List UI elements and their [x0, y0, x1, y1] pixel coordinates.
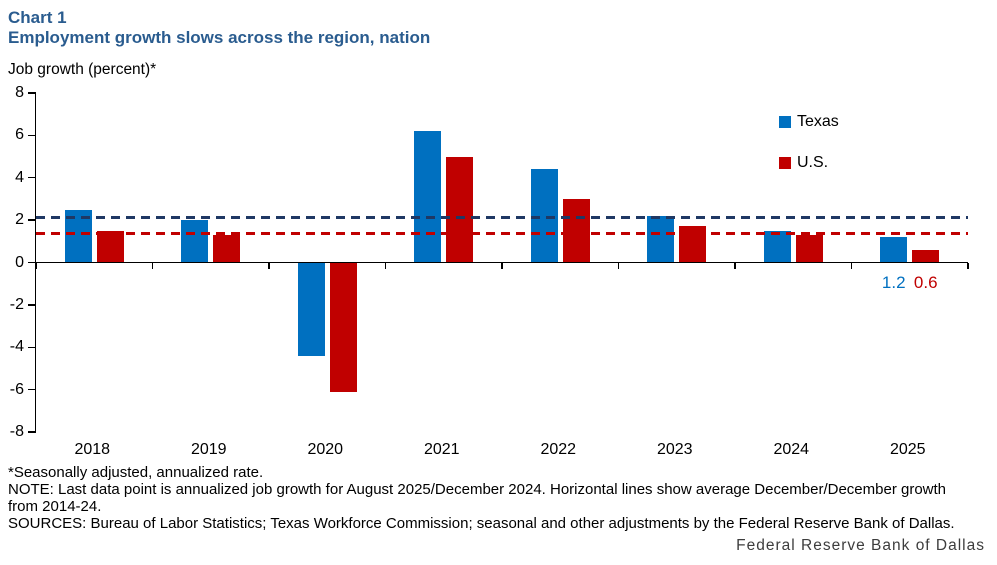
footnotes: *Seasonally adjusted, annualized rate. N… — [8, 464, 970, 532]
x-tick — [734, 262, 736, 269]
bar-us-2020 — [329, 262, 357, 392]
us-last-value-label: 0.6 — [913, 272, 938, 292]
bar-texas-2020 — [297, 262, 325, 356]
legend-item-texas: Texas — [779, 110, 839, 134]
y-tick — [28, 431, 36, 433]
x-tick — [967, 262, 969, 269]
x-tick — [268, 262, 270, 269]
legend-label-us: U.S. — [797, 154, 829, 171]
y-tick-label: -2 — [9, 295, 24, 313]
y-axis-title: Job growth (percent)* — [8, 61, 157, 78]
us-swatch-icon — [779, 157, 791, 169]
y-tick — [28, 304, 36, 306]
y-tick-label: -6 — [9, 380, 24, 398]
x-tick — [850, 262, 853, 269]
x-tick — [384, 262, 387, 269]
bar-texas-2024 — [763, 230, 791, 263]
x-tick-label: 2021 — [423, 441, 460, 459]
x-tick — [151, 262, 154, 269]
y-tick-label: -8 — [9, 423, 24, 441]
bar-us-2022 — [562, 198, 590, 263]
y-tick-label: 4 — [15, 168, 24, 186]
y-tick-label: -4 — [9, 338, 24, 356]
texas-swatch-icon — [779, 116, 791, 128]
y-tick — [28, 346, 36, 349]
title-block: Chart 1 Employment growth slows across t… — [8, 8, 430, 48]
x-tick — [35, 262, 37, 269]
bar-us-2025 — [912, 249, 940, 263]
legend: Texas U.S. — [779, 110, 839, 192]
page-title: Employment growth slows across the regio… — [8, 28, 431, 47]
y-tick — [28, 92, 36, 94]
bar-us-2019 — [213, 234, 241, 263]
y-tick-label: 0 — [15, 253, 24, 271]
footnote-sources: SOURCES: Bureau of Labor Statistics; Tex… — [8, 515, 955, 532]
chart-number: Chart 1 — [8, 8, 67, 27]
footnote-seasonal: *Seasonally adjusted, annualized rate. — [8, 464, 264, 481]
y-tick-label: 8 — [15, 83, 24, 101]
texas-average-line — [36, 216, 968, 220]
x-tick-label: 2018 — [74, 441, 111, 459]
y-tick-label: 6 — [15, 126, 24, 144]
bar-us-2018 — [96, 230, 124, 263]
x-tick-label: 2024 — [773, 441, 810, 459]
footnote-note: NOTE: Last data point is annualized job … — [8, 481, 947, 515]
y-tick-label: 2 — [15, 211, 24, 229]
bar-texas-2023 — [647, 215, 675, 263]
plot-area: 8 6 4 2 0 -2 -4 -6 -8 2018 2019 2020 2021 2022 2023 202… — [10, 84, 969, 458]
x-tick — [617, 262, 620, 269]
y-tick — [28, 388, 36, 391]
x-tick-label: 2019 — [190, 441, 227, 459]
bar-texas-2022 — [530, 169, 558, 263]
y-tick — [28, 261, 36, 264]
legend-item-us: U.S. — [779, 151, 839, 175]
bar-texas-2021 — [414, 131, 442, 263]
bar-us-2021 — [446, 156, 474, 263]
y-tick — [28, 176, 36, 179]
texas-last-value-label: 1.2 — [881, 272, 906, 292]
x-tick — [501, 262, 503, 269]
bar-texas-2019 — [181, 220, 209, 263]
x-tick-label: 2020 — [307, 441, 344, 459]
x-tick-label: 2025 — [889, 441, 926, 459]
us-average-line — [36, 232, 968, 236]
x-tick-label: 2022 — [540, 441, 577, 459]
y-tick — [28, 134, 36, 137]
legend-label-texas: Texas — [797, 113, 839, 130]
x-tick-label: 2023 — [656, 441, 693, 459]
bar-us-2024 — [795, 234, 823, 263]
bar-texas-2025 — [880, 237, 908, 263]
y-tick — [28, 219, 36, 221]
brand-footer: Federal Reserve Bank of Dallas — [736, 537, 985, 554]
